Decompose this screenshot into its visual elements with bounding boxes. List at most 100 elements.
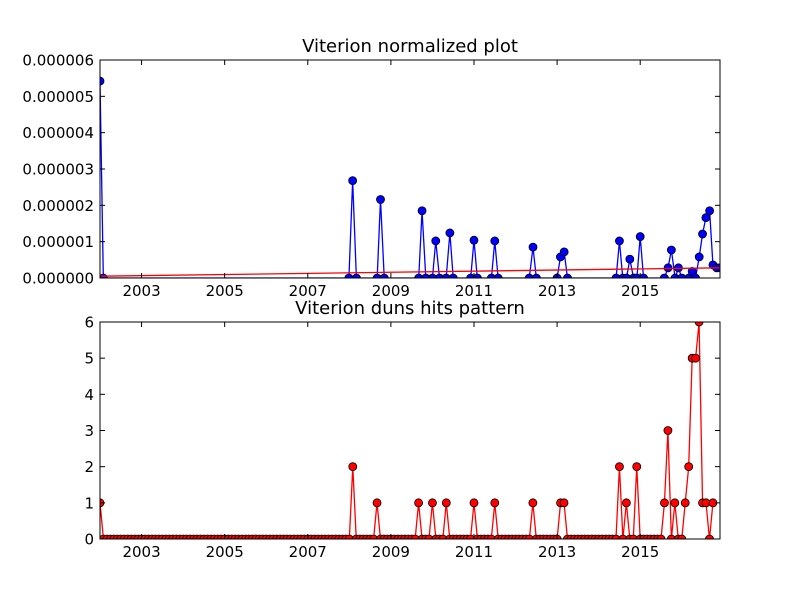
normalized-xtick-label-2003: 2003	[122, 282, 160, 300]
normalized-series-0-point-12	[431, 236, 441, 246]
duns-hits-series-0-point-173	[694, 322, 704, 327]
normalized-xtick-label-2011: 2011	[455, 282, 493, 300]
normalized-series-0-point-33	[622, 273, 631, 278]
normalized-series-0-point-22	[493, 273, 503, 278]
duns-hits-ytick-label-2: 2	[84, 458, 94, 476]
duns-hits-ytick-label-1: 1	[84, 494, 94, 512]
normalized-series-0-point-23	[524, 273, 534, 278]
normalized-series-0-point-17	[466, 273, 476, 278]
duns-hits-series-0-point-155	[632, 462, 642, 472]
normalized-series-0-point-51	[705, 206, 715, 216]
normalized-ytick-label-2: 0.000002	[22, 197, 94, 215]
duns-hits-xtick-label-2003: 2003	[122, 543, 160, 561]
duns-hits-series-0-point-100	[441, 498, 451, 508]
duns-hits-series-0-point-72	[344, 534, 354, 539]
duns-hits-series-0-point-96	[428, 498, 437, 508]
normalized-xtick-label-2009: 2009	[372, 282, 410, 300]
duns-hits-series-0-point-134	[559, 498, 569, 508]
normalized-series-0-point-14	[441, 273, 451, 278]
duns-hits-xtick-label-2013: 2013	[538, 543, 576, 561]
duns-hits-series-0-point-154	[628, 534, 638, 539]
normalized-ytick-label-0: 0.000000	[22, 270, 94, 288]
normalized-series-0-point-20	[487, 273, 496, 278]
duns-hits-series-0-point-166	[670, 498, 680, 508]
duns-hits-xtick-label-2015: 2015	[621, 543, 659, 561]
duns-hits-ytick-label-3: 3	[84, 422, 94, 440]
normalized-series-0-point-13	[435, 273, 444, 278]
duns-hits-panel: Viterion duns hits pattern 2003 2005 2007 2…	[84, 298, 721, 561]
duns-hits-series-0-point-124	[525, 534, 534, 539]
duns-hits-series-0-point-113	[486, 534, 496, 539]
normalized-series-0-point-2	[344, 273, 354, 278]
normalized-xtick-label-2005: 2005	[206, 282, 244, 300]
normalized-series-0-point-36	[632, 273, 642, 278]
duns-hits-series-0-point-95	[424, 534, 434, 539]
normalized-ytick-label-4: 0.000004	[22, 124, 94, 142]
normalized-series-0-point-5	[372, 273, 382, 278]
duns-hits-series-0-point-164	[663, 426, 673, 435]
normalized-plot-panel: Viterion normalized plot 2003 2005 2007 200…	[22, 36, 721, 300]
normalized-series-0-point-40	[663, 263, 673, 273]
duns-hits-series-0-point-170	[684, 462, 694, 472]
normalized-series-0-point-25	[531, 273, 541, 278]
normalized-ytick-label-5: 0.000005	[22, 88, 94, 106]
duns-hits-xtick-label-2009: 2009	[372, 543, 410, 561]
normalized-series-0-point-3	[348, 176, 358, 186]
normalized-series-0-point-31	[615, 236, 624, 246]
duns-hits-xtick-label-2005: 2005	[206, 543, 244, 561]
duns-hits-series-0-point-163	[660, 498, 669, 508]
normalized-series-0-point-18	[469, 235, 479, 245]
duns-hits-series-0-point-79	[369, 534, 378, 539]
duns-hits-title: Viterion duns hits pattern	[295, 298, 525, 319]
duns-hits-series-0-point-162	[656, 534, 666, 539]
duns-hits-series-0-point-168	[677, 534, 687, 539]
normalized-xtick-label-2015: 2015	[621, 282, 659, 300]
duns-hits-series-0-point-91	[410, 534, 420, 539]
normalized-ytick-label-1: 0.000001	[22, 233, 94, 251]
normalized-series-0-point-21	[490, 236, 500, 246]
duns-hits-series-0-point-172	[691, 353, 701, 363]
duns-hits-series-0-point-149	[611, 534, 621, 539]
normalized-series-0-point-30	[611, 273, 621, 278]
normalized-series-0-point-6	[376, 195, 385, 204]
normalized-series-0-point-47	[691, 273, 700, 278]
duns-hits-series-0-point-73	[348, 462, 358, 472]
normalized-series-0-point-42	[670, 273, 680, 278]
duns-hits-series-0-point-150	[615, 462, 624, 472]
duns-hits-series-0-point-125	[528, 498, 538, 508]
normalized-series-0-point-10	[421, 273, 431, 278]
normalized-series-0-point-15	[445, 228, 455, 238]
normalized-series-0-point-0	[100, 76, 105, 86]
duns-hits-series-0-point-80	[372, 498, 382, 508]
normalized-series-1-line	[100, 267, 720, 277]
normalized-ytick-label-6: 0.000006	[22, 52, 94, 70]
normalized-xtick-label-2007: 2007	[289, 282, 327, 300]
duns-hits-xtick-label-2011: 2011	[455, 543, 493, 561]
normalized-series-0-point-37	[635, 232, 645, 241]
normalized-series-0-point-4	[351, 273, 361, 278]
normalized-series-0-point-34	[625, 254, 635, 264]
normalized-series-0-point-19	[472, 273, 482, 278]
normalized-series-0-point-49	[698, 229, 707, 239]
normalized-series-0-point-44	[677, 273, 687, 278]
duns-hits-ytick-label-4: 4	[84, 386, 94, 404]
normalized-series-0-point-8	[414, 273, 424, 278]
duns-hits-ytick-label-0: 0	[84, 531, 94, 549]
duns-hits-series-0-point-108	[469, 498, 479, 508]
duns-hits-ytick-label-5: 5	[84, 350, 94, 368]
normalized-series-0-point-29	[563, 273, 572, 278]
normalized-series-0-point-9	[417, 206, 427, 216]
duns-hits-series-0-point-169	[680, 498, 690, 508]
normalized-series-0-point-39	[659, 273, 669, 278]
duns-hits-series-0-point-176	[705, 534, 714, 539]
normalized-plot-title: Viterion normalized plot	[302, 36, 518, 57]
duns-hits-series-0-point-107	[466, 534, 475, 539]
normalized-series-0-point-24	[528, 242, 538, 252]
duns-hits-series-0-point-92	[414, 498, 423, 508]
duns-hits-series-0-point-151	[618, 534, 628, 539]
duns-hits-xtick-label-2007: 2007	[289, 543, 327, 561]
duns-hits-ytick-label-6: 6	[84, 314, 94, 332]
normalized-series-0-point-28	[559, 247, 569, 257]
duns-hits-data-layer	[100, 322, 718, 539]
